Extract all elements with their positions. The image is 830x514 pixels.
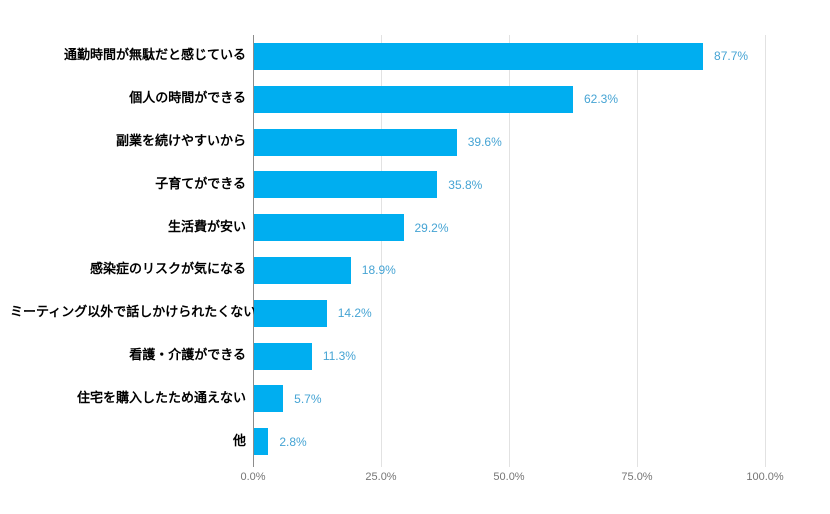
x-tick bbox=[637, 463, 638, 467]
bar bbox=[254, 128, 457, 156]
category-label: 副業を続けやすいから bbox=[115, 133, 246, 148]
category-label: 他 bbox=[232, 432, 246, 448]
category-label: 感染症のリスクが気になる bbox=[89, 261, 246, 277]
category-label: 子育てができる bbox=[155, 175, 246, 191]
category-label: 通勤時間が無駄だと感じている bbox=[63, 47, 246, 63]
x-tick-label: 50.0% bbox=[493, 471, 525, 483]
x-tick-label: 0.0% bbox=[240, 471, 266, 483]
category-label: ミーティング以外で話しかけられたくない bbox=[10, 304, 257, 320]
value-label: 35.8% bbox=[448, 177, 483, 192]
bar bbox=[254, 42, 704, 70]
bar bbox=[254, 385, 284, 413]
category-label: 住宅を購入したため通えない bbox=[76, 389, 246, 405]
category-label: 生活費が安い bbox=[167, 218, 246, 234]
x-tick-label: 75.0% bbox=[621, 471, 653, 483]
value-label: 5.7% bbox=[294, 391, 322, 406]
gridline bbox=[509, 35, 510, 463]
bar bbox=[254, 342, 312, 370]
x-tick-label: 100.0% bbox=[746, 471, 784, 483]
x-tick bbox=[253, 463, 254, 467]
gridline bbox=[765, 35, 766, 463]
value-label: 29.2% bbox=[414, 220, 449, 235]
category-label: 個人の時間ができる bbox=[129, 90, 246, 106]
value-label: 11.3% bbox=[322, 349, 356, 363]
x-tick-label: 25.0% bbox=[365, 471, 397, 483]
bar bbox=[254, 428, 269, 456]
value-label: 18.9% bbox=[361, 263, 396, 278]
gridline bbox=[637, 35, 638, 463]
bar bbox=[254, 171, 438, 199]
bar bbox=[254, 299, 327, 327]
bar bbox=[254, 214, 404, 242]
value-label: 87.7% bbox=[714, 49, 749, 64]
value-label: 39.6% bbox=[467, 135, 502, 149]
value-label: 2.8% bbox=[279, 434, 307, 449]
y-axis-line bbox=[253, 35, 254, 463]
value-label: 62.3% bbox=[583, 92, 618, 107]
bar bbox=[254, 256, 351, 284]
gridline bbox=[381, 35, 382, 463]
x-tick bbox=[765, 463, 766, 467]
value-label: 14.2% bbox=[337, 306, 372, 321]
bar bbox=[254, 85, 573, 113]
category-label: 看護・介護ができる bbox=[129, 347, 246, 362]
x-tick bbox=[509, 463, 510, 467]
x-tick bbox=[381, 463, 382, 467]
